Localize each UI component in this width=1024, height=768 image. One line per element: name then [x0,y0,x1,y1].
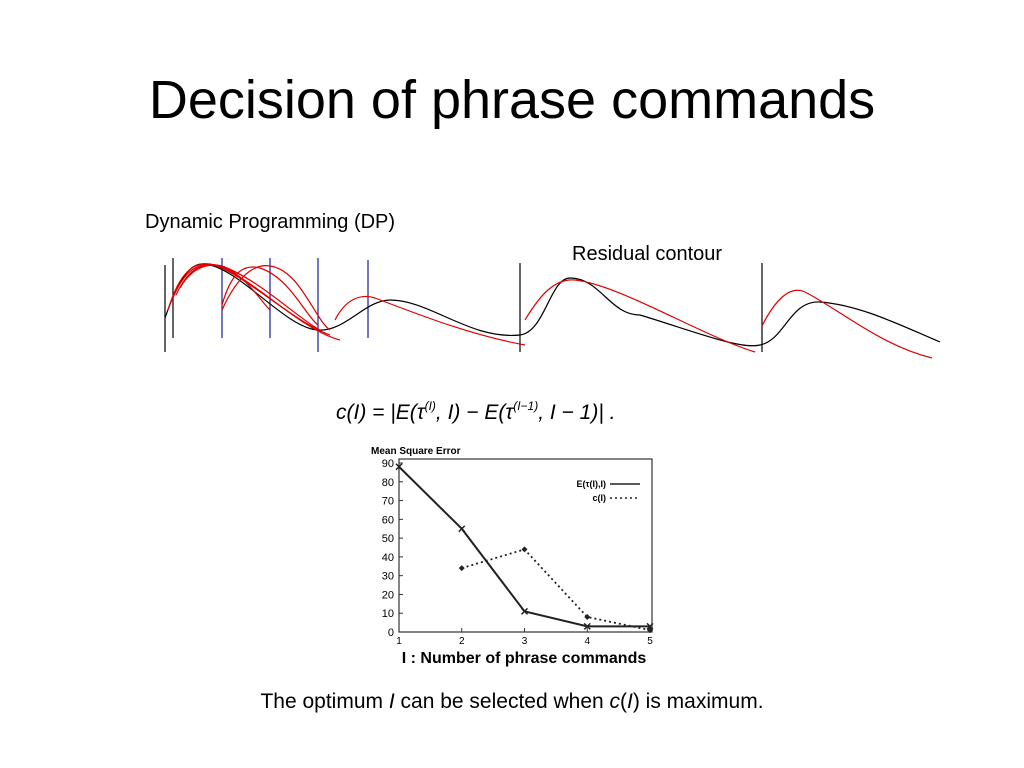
slide-title: Decision of phrase commands [149,70,875,130]
residual-label: Residual contour [572,243,722,265]
series-line [461,548,651,632]
caption-part: ) is maximum. [632,690,764,713]
formula: c(I) = |E(τ(I), I) − E(τ(I−1), I − 1)| . [336,399,615,424]
y-tick-label: 0 [388,627,394,639]
dp-label: Dynamic Programming (DP) [145,211,395,233]
x-tick-label: 2 [459,636,465,647]
y-tick-label: 20 [382,589,394,601]
caption-part: I [388,690,395,713]
point [583,622,591,630]
formula-part: (I−1) [513,399,538,413]
y-tick-label: 70 [382,496,394,508]
x-tick-label: 4 [584,636,590,647]
x-tick-label: 3 [522,636,528,647]
point [521,546,528,553]
point [646,622,654,630]
caption-part: I [627,690,633,713]
caption-part: can be selected when [394,690,610,713]
contour-diagram [164,258,941,359]
y-tick-label: 30 [382,571,394,583]
caption-part: ( [620,690,628,713]
formula-part: , I − 1)| . [538,401,615,424]
y-tick-label: 40 [382,552,394,564]
point [458,525,466,533]
chart-title: Mean Square Error [371,446,461,457]
x-tick-label: 1 [396,636,402,647]
point [647,627,653,634]
formula-part: c(I) = |E(τ [336,401,426,424]
x-axis-label: I : Number of phrase commands [402,650,647,667]
y-tick-label: 50 [382,533,394,545]
caption-part: c [609,690,621,713]
y-tick-label: 10 [382,608,394,620]
point [458,565,465,572]
formula-part: , I) − E(τ [436,401,514,424]
formula-part: (I) [425,399,436,413]
plot-frame [398,458,653,633]
legend-label: E(τ(I),I) [576,479,606,489]
point [584,613,591,620]
legend-label: c(I) [593,493,607,503]
point [395,463,403,471]
caption-part: The optimum [260,690,389,713]
chart: Mean Square Error I : Number of phrase co… [371,446,654,667]
y-tick-label: 80 [382,477,394,489]
y-tick-label: 60 [382,514,394,526]
caption: The optimum I can be selected when c(I) … [0,690,1024,714]
point [520,607,529,615]
y-tick-label: 90 [382,458,394,470]
x-tick-label: 5 [647,636,653,647]
